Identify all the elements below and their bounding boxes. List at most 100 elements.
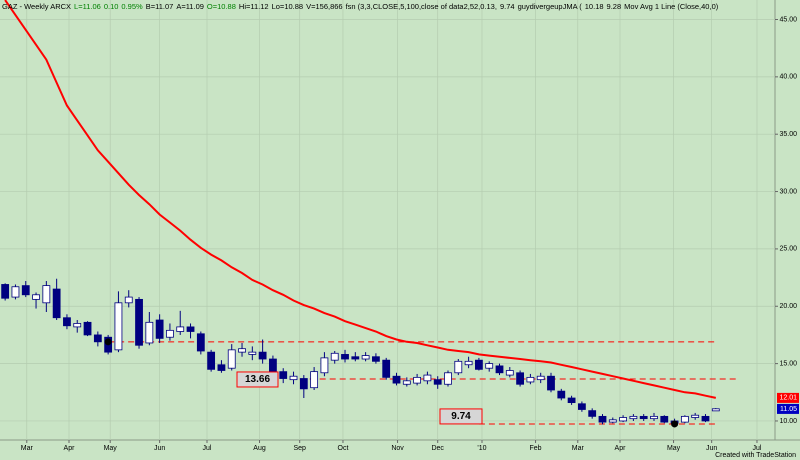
- header: GAZ - Weekly ARCX L=11.06 0.10 0.95% B=11.07…: [2, 2, 719, 11]
- candle-body: [93, 334, 102, 343]
- price-tag-label: 11.05: [780, 406, 797, 413]
- x-tick-label: Feb: [530, 445, 542, 452]
- y-tick-label: 35.00: [779, 131, 797, 138]
- candle-body: [547, 375, 555, 391]
- x-tick-label: Sep: [293, 445, 306, 452]
- candle-body: [392, 375, 401, 384]
- candle-body: [608, 419, 617, 423]
- candle-body: [32, 294, 40, 300]
- candle-body: [577, 403, 586, 410]
- x-tick-label: '10: [477, 445, 486, 452]
- header-item: V=156,866: [306, 2, 343, 11]
- candle-body: [485, 363, 494, 369]
- header-item: fsn (3,3,CLOSE,5,100,close of data2,52,0…: [346, 2, 497, 11]
- candle-body: [73, 323, 82, 328]
- candle-body: [516, 372, 524, 385]
- price-tag-label: 12.01: [779, 395, 797, 402]
- candle-body: [341, 354, 349, 360]
- y-tick-label: 20.00: [779, 303, 797, 310]
- candle-body: [598, 415, 607, 423]
- level-label: 9.74: [451, 411, 471, 422]
- candle-body: [526, 376, 535, 383]
- header-item: Lo=10.88: [272, 2, 304, 11]
- candle-body: [11, 286, 20, 298]
- candle-body: [42, 285, 51, 304]
- candle-body: [588, 410, 597, 417]
- candle-body: [299, 378, 308, 390]
- header-item: 9.28: [607, 2, 622, 11]
- candle-body: [475, 359, 483, 370]
- y-tick-label: 10.00: [779, 418, 797, 425]
- moving-average-line: [4, 0, 717, 399]
- candle-body: [619, 417, 627, 422]
- header-item: GAZ - Weekly ARCX: [2, 2, 71, 11]
- x-tick-label: May: [667, 445, 681, 452]
- x-tick-label: Dec: [431, 445, 444, 452]
- candle-body: [114, 302, 123, 351]
- candle-body: [701, 415, 710, 422]
- candle-body: [155, 319, 164, 339]
- footer: Created with TradeStation: [715, 452, 796, 459]
- y-tick-label: 25.00: [779, 246, 797, 253]
- x-tick-label: Oct: [338, 445, 349, 452]
- x-tick-label: Jul: [203, 445, 212, 452]
- level-label: 13.66: [245, 374, 270, 385]
- candle-body: [83, 321, 92, 336]
- x-tick-label: Mar: [21, 445, 34, 452]
- x-tick-label: Aug: [253, 445, 266, 452]
- candle-body: [433, 379, 442, 385]
- x-tick-label: May: [104, 445, 118, 452]
- candle-body: [135, 298, 143, 346]
- candle-body: [217, 364, 226, 371]
- header-item: 0.10: [104, 2, 119, 11]
- level-label-box: [236, 371, 279, 388]
- candle-body: [382, 359, 391, 378]
- y-tick-label: 30.00: [779, 188, 797, 195]
- x-tick-label: Nov: [391, 445, 404, 452]
- header-item: 0.95%: [121, 2, 143, 11]
- x-tick-label: Jun: [706, 445, 717, 452]
- candle-body: [536, 375, 545, 381]
- candle-body: [454, 360, 463, 374]
- candle-body: [711, 408, 720, 412]
- y-tick-label: 15.00: [779, 360, 797, 367]
- x-tick-label: Apr: [64, 445, 76, 452]
- candle-body: [444, 372, 452, 385]
- candle-body: [413, 376, 422, 384]
- candle-body: [361, 355, 370, 360]
- candle-body: [207, 351, 216, 370]
- candle-body: [567, 397, 576, 404]
- candle-body: [258, 351, 267, 360]
- candle-body: [186, 326, 195, 332]
- candle-body: [680, 415, 689, 423]
- candle-body: [269, 358, 277, 374]
- candle-body: [495, 365, 504, 374]
- header-item: 9.74: [500, 2, 515, 11]
- header-item: B=11.07: [146, 2, 174, 11]
- candle-body: [310, 371, 319, 389]
- candle-body: [63, 317, 71, 327]
- header-item: Hi=11.12: [239, 2, 269, 11]
- candle-body: [372, 356, 380, 362]
- header-item: L=11.06: [74, 2, 101, 11]
- candle-body: [52, 288, 61, 319]
- candle-body: [320, 357, 329, 374]
- candle-body: [650, 415, 658, 420]
- header-item: A=11.09: [176, 2, 204, 11]
- candle-body: [248, 351, 257, 355]
- candle-body: [639, 415, 648, 420]
- level-dot: [671, 420, 679, 428]
- price-tag-box: [777, 392, 799, 403]
- header-item: O=10.88: [207, 2, 236, 11]
- candle-body: [351, 356, 360, 360]
- level-label-box: [439, 408, 483, 425]
- candle-body: [330, 352, 339, 361]
- candle-body: [629, 415, 638, 420]
- y-tick-label: 45.00: [779, 16, 797, 23]
- candle-body: [21, 285, 30, 296]
- y-tick-label: 40.00: [779, 74, 797, 81]
- candle-body: [145, 321, 154, 344]
- candle-body: [423, 374, 432, 382]
- candle-body: [289, 375, 298, 381]
